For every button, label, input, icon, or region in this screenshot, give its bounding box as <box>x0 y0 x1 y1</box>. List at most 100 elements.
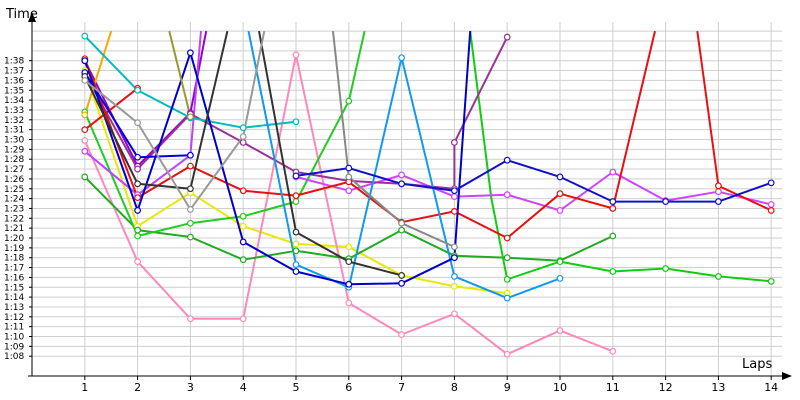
data-point <box>345 173 353 181</box>
data-point <box>451 208 458 215</box>
data-point <box>662 198 669 205</box>
data-point <box>451 193 458 201</box>
x-tick-label: 6 <box>345 381 352 394</box>
axes: Time Laps <box>5 7 792 380</box>
data-point <box>767 207 775 214</box>
x-axis-title: Laps <box>742 357 772 372</box>
data-point <box>556 190 564 198</box>
x-axis-arrow-icon <box>782 372 792 380</box>
y-tick-label: 1:21 <box>4 224 24 234</box>
x-tick-label: 14 <box>764 381 778 394</box>
data-point <box>345 187 353 195</box>
series-line-4 <box>469 30 772 283</box>
data-point <box>292 172 300 180</box>
data-point <box>609 205 617 212</box>
data-point <box>81 147 89 155</box>
data-point <box>239 315 247 323</box>
y-tick-label: 1:30 <box>4 136 24 146</box>
y-tick-label: 1:27 <box>4 165 24 175</box>
data-point <box>609 268 617 275</box>
data-point <box>81 76 89 84</box>
data-point <box>609 198 617 205</box>
data-point <box>715 182 722 190</box>
x-tick-label: 5 <box>293 381 300 394</box>
y-tick-label: 1:13 <box>4 303 24 313</box>
data-point <box>767 277 775 285</box>
data-point <box>134 194 142 202</box>
data-point <box>81 137 89 144</box>
data-point <box>451 310 458 318</box>
data-point <box>81 32 89 40</box>
y-tick-label: 1:34 <box>4 96 24 106</box>
data-point <box>451 139 458 146</box>
y-tick-label: 1:08 <box>4 352 24 362</box>
data-point <box>345 258 353 266</box>
data-point <box>556 207 564 214</box>
data-point <box>239 256 247 264</box>
x-tick-label: 13 <box>711 381 725 394</box>
data-point <box>292 247 300 255</box>
y-tick-label: 1:20 <box>4 234 24 244</box>
data-point <box>503 275 511 283</box>
data-point <box>134 226 142 234</box>
data-point <box>715 188 722 196</box>
series-line-17 <box>295 159 772 203</box>
data-point <box>292 240 300 248</box>
data-point <box>239 139 247 146</box>
y-tick-label: 1:35 <box>4 86 24 96</box>
x-tick-label: 8 <box>451 381 458 394</box>
x-tick-label: 10 <box>553 381 567 394</box>
data-point <box>345 299 353 307</box>
data-point <box>503 234 511 242</box>
data-point <box>662 265 669 272</box>
data-point <box>186 219 194 227</box>
data-point <box>451 243 458 251</box>
x-tick-label: 2 <box>134 381 141 394</box>
data-point <box>292 192 300 200</box>
data-point <box>451 254 458 262</box>
data-point <box>239 133 247 140</box>
y-tick-label: 1:31 <box>4 126 24 136</box>
data-point <box>398 219 406 227</box>
data-point <box>556 258 564 266</box>
data-point <box>134 86 142 94</box>
series-line-8 <box>83 36 509 190</box>
data-point <box>451 187 458 195</box>
data-point <box>186 113 194 121</box>
data-point <box>556 274 564 282</box>
data-point <box>503 294 511 302</box>
data-point <box>398 171 406 179</box>
data-point <box>186 233 194 241</box>
series-line-21 <box>332 30 455 248</box>
data-point <box>81 57 89 65</box>
data-point <box>292 51 300 59</box>
y-tick-label: 1:29 <box>4 145 24 155</box>
data-point <box>81 111 89 119</box>
data-point <box>556 173 564 181</box>
x-tick-label: 11 <box>606 381 620 394</box>
data-point <box>186 185 194 193</box>
y-tick-label: 1:10 <box>4 333 24 343</box>
data-point <box>451 273 458 280</box>
y-tick-label: 1:12 <box>4 313 24 323</box>
y-tick-label: 1:26 <box>4 175 24 185</box>
data-point <box>503 33 511 41</box>
data-point <box>134 180 142 188</box>
data-point <box>134 207 142 214</box>
y-tick-label: 1:15 <box>4 283 24 293</box>
y-tick-label: 1:16 <box>4 273 24 283</box>
y-tick-label: 1:19 <box>4 244 24 254</box>
series-line-6 <box>84 31 202 196</box>
data-point <box>134 153 142 161</box>
series-points <box>81 32 775 358</box>
data-point <box>186 151 194 159</box>
x-tick-label: 4 <box>240 381 247 394</box>
data-point <box>345 97 353 105</box>
data-point <box>239 212 247 220</box>
x-tick-labels: 1 2 3 4 5 6 7 8 9 10 11 12 13 14 <box>81 381 778 394</box>
series-line-22 <box>168 30 192 118</box>
data-point <box>292 118 300 126</box>
data-point <box>134 119 142 127</box>
data-point <box>186 162 194 170</box>
data-point <box>715 198 722 205</box>
